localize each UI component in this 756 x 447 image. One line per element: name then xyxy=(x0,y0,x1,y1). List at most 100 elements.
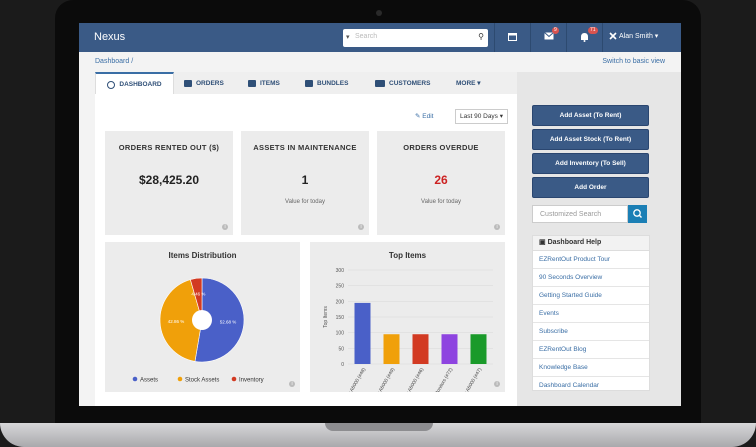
bar[interactable] xyxy=(383,334,400,364)
pie-slice-assets[interactable] xyxy=(194,277,245,363)
legend-label[interactable]: Assets xyxy=(140,378,158,384)
y-tick-label: 0 xyxy=(341,362,344,368)
help-link[interactable]: Dashboard Calendar xyxy=(539,382,599,389)
x-tick-label: Sony A6000 (#48) xyxy=(343,367,368,392)
x-tick-label: Sony A6000 (#46) xyxy=(401,367,426,392)
y-tick-label: 50 xyxy=(338,346,344,352)
help-link[interactable]: EZRentOut Blog xyxy=(533,341,649,359)
add-asset-button[interactable]: Add Asset (To Rent) xyxy=(532,105,649,126)
tab-dashboard[interactable]: DASHBOARD xyxy=(95,72,174,95)
search-icon xyxy=(633,209,642,218)
switch-view-link[interactable]: Switch to basic view xyxy=(602,58,665,65)
help-link[interactable]: Events xyxy=(533,305,649,323)
stat-value: $28,425.20 xyxy=(138,173,200,187)
info-icon[interactable]: i xyxy=(358,224,364,230)
x-tick-label: 22" Monitors (#72) xyxy=(429,367,454,392)
help-link[interactable]: Getting Started Guide xyxy=(533,287,649,305)
legend-swatch xyxy=(177,376,183,382)
stat-card-assets-maintenance: ASSETS IN MAINTENANCE 1 Value for today … xyxy=(241,131,369,235)
tab-orders[interactable]: ORDERS xyxy=(184,72,224,94)
help-title: Dashboard Help xyxy=(547,239,602,246)
edit-link[interactable]: ✎ Edit xyxy=(415,113,434,120)
bar[interactable] xyxy=(412,334,429,364)
pie-center-hole xyxy=(192,310,212,330)
y-tick-label: 250 xyxy=(336,284,345,290)
brand-logo[interactable]: Nexus xyxy=(94,31,126,43)
legend-label[interactable]: Stock Assets xyxy=(185,378,219,384)
global-search[interactable]: ▾ Search ⚲ xyxy=(343,29,488,47)
calendar-nav-button[interactable] xyxy=(494,23,531,52)
edit-label: Edit xyxy=(422,113,434,120)
calendar-icon xyxy=(508,33,517,41)
stat-title: ORDERS OVERDUE xyxy=(403,143,479,152)
subheader: Dashboard / Switch to basic view xyxy=(79,52,681,72)
briefcase-icon xyxy=(248,79,256,87)
y-tick-label: 100 xyxy=(336,331,345,337)
stat-value: 26 xyxy=(434,173,448,187)
breadcrumb[interactable]: Dashboard / xyxy=(95,58,134,65)
add-inventory-button[interactable]: Add Inventory (To Sell) xyxy=(532,153,649,174)
pie-slice-inventory[interactable] xyxy=(190,277,203,321)
tab-customers[interactable]: CUSTOMERS xyxy=(375,72,430,94)
pie-slice-stock-assets[interactable] xyxy=(159,279,203,362)
tab-label: MORE ▾ xyxy=(456,80,481,87)
book-icon: ▣ xyxy=(539,239,546,246)
right-sidebar: Add Asset (To Rent) Add Asset Stock (To … xyxy=(517,72,681,406)
laptop-notch xyxy=(325,423,433,431)
info-icon[interactable]: i xyxy=(222,224,228,230)
y-axis-label: Top Items xyxy=(323,306,329,328)
pie-slice-label: 52.68 % xyxy=(220,320,237,325)
bar[interactable] xyxy=(470,334,487,364)
customized-search-button[interactable] xyxy=(628,205,647,223)
top-items-panel: Top Items 0 50 100 150 200 250 300 Top Items Son… xyxy=(310,242,505,392)
tab-label: CUSTOMERS xyxy=(389,79,431,87)
tab-items[interactable]: ITEMS xyxy=(248,72,280,94)
webcam xyxy=(376,10,382,16)
alerts-badge: 71 xyxy=(588,27,598,34)
bar[interactable] xyxy=(354,302,371,364)
top-navbar: Nexus ▾ Search ⚲ 9 71 Alan Smith ▾ xyxy=(79,23,681,52)
stat-card-orders-rented: ORDERS RENTED OUT ($) $28,425.20 i xyxy=(105,131,233,235)
info-icon[interactable]: i xyxy=(494,381,500,387)
pie-slice-label: 4.46 % xyxy=(191,292,205,297)
help-link[interactable]: EZRentOut Product Tour xyxy=(533,251,649,269)
user-menu[interactable]: Alan Smith ▾ xyxy=(602,23,681,52)
info-icon[interactable]: i xyxy=(494,224,500,230)
date-range-select[interactable]: Last 90 Days ▾ xyxy=(455,109,509,124)
add-asset-stock-button[interactable]: Add Asset Stock (To Rent) xyxy=(532,129,649,150)
x-tick-label: Sony A6000 (#49) xyxy=(372,367,397,392)
pie-slice-label: 42.86 % xyxy=(168,319,185,324)
bar[interactable] xyxy=(441,334,458,364)
stat-value: 1 xyxy=(301,173,309,187)
users-icon xyxy=(375,79,385,87)
stat-subtitle: Value for today xyxy=(421,199,461,205)
tab-bundles[interactable]: BUNDLES xyxy=(305,72,348,94)
search-icon[interactable]: ⚲ xyxy=(478,32,484,41)
legend-label[interactable]: Inventory xyxy=(239,378,264,384)
help-link[interactable]: Knowledge Base xyxy=(533,359,649,377)
tab-more[interactable]: MORE ▾ xyxy=(456,72,481,94)
chevron-down-icon[interactable]: ▾ xyxy=(346,34,350,41)
chart-title: Top Items xyxy=(388,251,427,260)
help-header: ▣ Dashboard Help xyxy=(533,236,649,251)
messages-badge: 9 xyxy=(552,27,559,34)
chart-title: Items Distribution xyxy=(168,251,237,260)
customized-search-input[interactable]: Customized Search xyxy=(532,205,628,223)
info-icon[interactable]: i xyxy=(289,381,295,387)
dashboard-help-panel: ▣ Dashboard Help EZRentOut Product Tour … xyxy=(532,235,650,391)
tab-label: DASHBOARD xyxy=(119,81,162,88)
alerts-nav-button[interactable]: 71 xyxy=(566,23,603,52)
help-link[interactable]: 90 Seconds Overview xyxy=(533,269,649,287)
user-name[interactable]: Alan Smith ▾ xyxy=(619,33,659,40)
app-screen: Nexus ▾ Search ⚲ 9 71 Alan Smith ▾ Dashb… xyxy=(79,23,681,406)
stat-subtitle: Value for today xyxy=(285,199,325,205)
help-link[interactable]: Subscribe xyxy=(533,323,649,341)
tools-icon xyxy=(609,32,617,40)
stat-card-orders-overdue: ORDERS OVERDUE 26 Value for today i xyxy=(377,131,505,235)
messages-nav-button[interactable]: 9 xyxy=(530,23,567,52)
add-order-button[interactable]: Add Order xyxy=(532,177,649,198)
search-input[interactable]: Search xyxy=(355,33,378,40)
calendar-icon xyxy=(184,79,192,87)
bundle-icon xyxy=(305,79,313,87)
tab-label: ITEMS xyxy=(260,79,280,87)
